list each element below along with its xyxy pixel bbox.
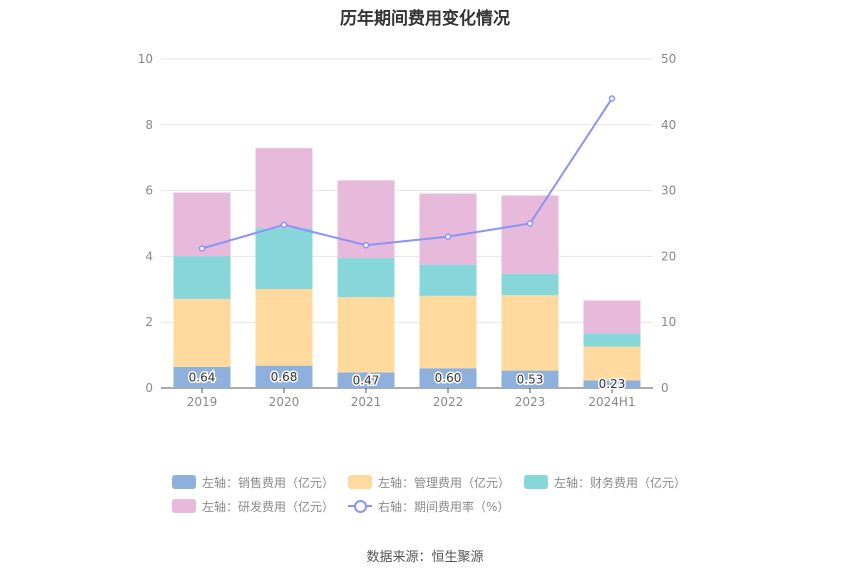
left-tick-label: 4 xyxy=(145,249,153,263)
line-point xyxy=(444,233,452,240)
bar xyxy=(501,295,559,371)
line-point xyxy=(526,220,534,227)
bar xyxy=(583,346,641,381)
legend: 左轴：销售费用（亿元） 左轴：管理费用（亿元） 左轴：财务费用（亿元） 左轴：研发费用… xyxy=(172,470,712,518)
source-note: 数据来源：恒生聚源 xyxy=(366,550,484,565)
left-tick-label: 8 xyxy=(145,118,153,132)
left-tick-label: 6 xyxy=(145,184,153,198)
data-label: 0.53 xyxy=(517,372,544,386)
bar xyxy=(337,258,395,298)
data-label: 0.23 xyxy=(599,377,626,391)
right-tick-label: 20 xyxy=(661,249,676,263)
right-tick-label: 40 xyxy=(661,118,676,132)
legend-label: 左轴：销售费用（亿元） xyxy=(202,475,335,490)
bar xyxy=(583,300,641,334)
x-tick-label: 2022 xyxy=(433,395,464,409)
bar xyxy=(255,288,313,366)
right-axis-ticks: 0 10 20 30 40 50 xyxy=(661,52,676,395)
right-tick-label: 30 xyxy=(661,184,676,198)
bar xyxy=(501,370,559,388)
data-label: 0.64 xyxy=(189,370,216,384)
legend-swatch xyxy=(172,475,196,489)
line-point xyxy=(362,241,370,249)
grid-lines xyxy=(161,58,653,389)
line-series xyxy=(198,95,616,252)
x-tick-label: 2021 xyxy=(351,395,382,409)
bar xyxy=(337,297,395,373)
x-axis-ticks: 2019 2020 2021 2022 2023 2024H1 xyxy=(187,388,636,409)
legend-label: 右轴：期间费用率（%） xyxy=(378,499,510,514)
bar xyxy=(419,368,477,388)
chart-area: 0 2 4 6 8 10 0 10 20 30 40 50 2019 2020 2021 2022 2023… xyxy=(138,52,677,409)
bar xyxy=(419,193,477,265)
bar-series xyxy=(173,148,641,388)
bar xyxy=(255,148,313,229)
legend-swatch xyxy=(172,499,196,513)
right-tick-label: 10 xyxy=(661,315,676,329)
left-tick-label: 2 xyxy=(145,315,153,329)
legend-swatch xyxy=(348,475,373,489)
bar xyxy=(173,256,231,299)
x-tick-label: 2019 xyxy=(187,395,218,409)
bar xyxy=(255,365,313,388)
legend-item[interactable]: 左轴：财务费用（亿元） xyxy=(524,470,686,494)
legend-item[interactable]: 左轴：销售费用（亿元） xyxy=(172,470,334,494)
right-tick-label: 0 xyxy=(661,381,669,395)
bar xyxy=(337,372,395,388)
line-point xyxy=(608,95,616,102)
data-labels: 0.64 0.68 0.47 0.60 0.53 0.23 xyxy=(187,368,627,392)
legend-label: 左轴：研发费用（亿元） xyxy=(202,499,335,514)
legend-item[interactable]: 左轴：研发费用（亿元） xyxy=(172,494,334,518)
line-point xyxy=(198,245,206,252)
chart-title: 历年期间费用变化情况 xyxy=(340,9,510,29)
bar xyxy=(501,273,559,296)
legend-swatch xyxy=(524,475,549,489)
bar xyxy=(419,295,477,369)
bar xyxy=(583,380,641,388)
legend-label: 左轴：财务费用（亿元） xyxy=(554,475,687,490)
data-label: 0.60 xyxy=(435,371,462,385)
line-point xyxy=(280,221,288,229)
legend-item[interactable]: 左轴：管理费用（亿元） xyxy=(348,470,510,494)
left-tick-label: 10 xyxy=(138,52,153,66)
x-tick-label: 2024H1 xyxy=(588,395,635,409)
bar xyxy=(173,298,231,367)
bar xyxy=(583,333,641,347)
bar xyxy=(255,228,313,289)
legend-swatch xyxy=(348,499,373,513)
bar xyxy=(419,264,477,296)
left-tick-label: 0 xyxy=(145,381,153,395)
line-path xyxy=(201,97,613,250)
x-tick-label: 2020 xyxy=(269,395,300,409)
legend-label: 左轴：管理费用（亿元） xyxy=(378,475,511,490)
bar xyxy=(501,195,559,274)
left-axis-ticks: 0 2 4 6 8 10 xyxy=(138,52,153,395)
bar xyxy=(173,366,231,388)
data-label: 0.68 xyxy=(271,370,298,384)
x-tick-label: 2023 xyxy=(515,395,546,409)
data-label: 0.47 xyxy=(353,373,380,387)
right-tick-label: 50 xyxy=(661,52,676,66)
legend-item[interactable]: 右轴：期间费用率（%） xyxy=(348,494,509,518)
